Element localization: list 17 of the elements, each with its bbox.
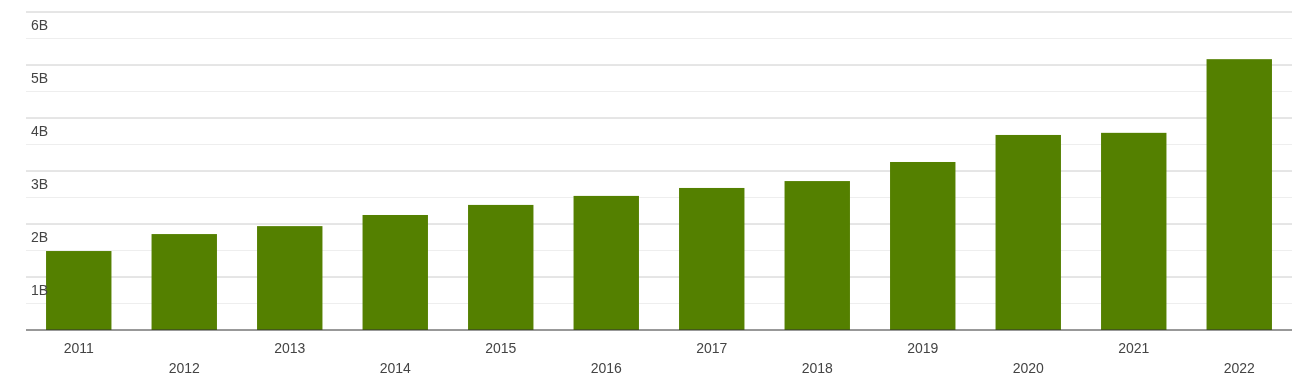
x-tick-label: 2011 bbox=[63, 340, 95, 356]
x-tick-label: 2015 bbox=[485, 340, 517, 356]
y-tick-label: 3B bbox=[31, 176, 49, 192]
x-tick-label: 2016 bbox=[590, 360, 623, 376]
x-tick-label: 2021 bbox=[1118, 340, 1150, 356]
y-tick-label: 5B bbox=[31, 70, 49, 86]
y-tick-label: 2B bbox=[31, 229, 49, 245]
y-tick-label: 6B bbox=[31, 17, 49, 33]
x-tick-label: 2012 bbox=[168, 360, 201, 376]
x-tick-label: 2020 bbox=[1012, 360, 1045, 376]
x-tick-label: 2014 bbox=[379, 360, 412, 376]
x-tick-label: 2017 bbox=[696, 340, 728, 356]
x-tick-label: 2018 bbox=[801, 360, 834, 376]
y-tick-label: 4B bbox=[31, 123, 49, 139]
x-tick-label: 2019 bbox=[907, 340, 939, 356]
x-tick-label: 2013 bbox=[274, 340, 306, 356]
x-tick-label: 2022 bbox=[1223, 360, 1256, 376]
